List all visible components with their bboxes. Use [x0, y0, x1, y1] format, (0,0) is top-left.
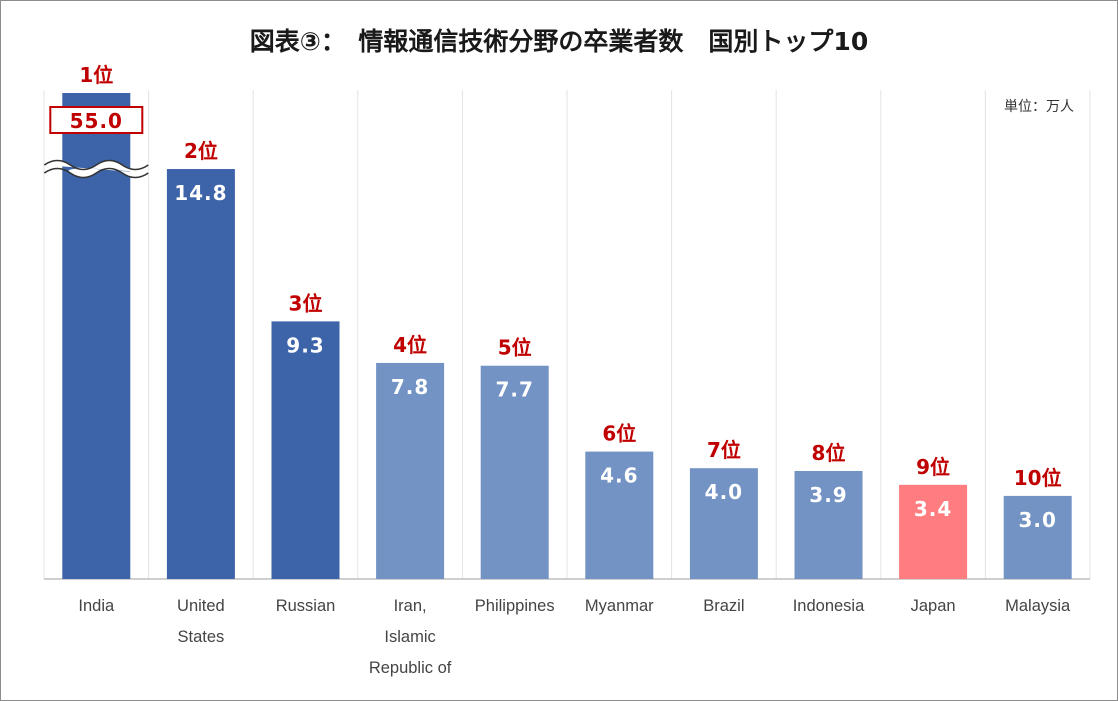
category-label: Japan [881, 591, 985, 622]
category-label: Myanmar [567, 591, 671, 622]
category-label-line: Japan [910, 597, 956, 615]
rank-label: 7位 [707, 438, 741, 462]
value-label: 14.8 [174, 181, 227, 205]
rank-label: 9位 [916, 455, 950, 479]
bar-myanmar [585, 451, 654, 579]
category-label-line: Malaysia [1005, 597, 1071, 615]
category-label: Indonesia [777, 591, 881, 622]
value-label: 9.3 [286, 333, 324, 357]
bar-japan [899, 484, 968, 579]
category-label-line: Republic of [368, 659, 452, 677]
axis-break-line [43, 167, 149, 179]
category-label-line: Russian [275, 597, 336, 615]
category-label-line: Iran, [393, 597, 427, 615]
category-label-line: Islamic [384, 628, 436, 646]
category-label-line: Myanmar [584, 597, 654, 615]
value-label: 55.0 [70, 109, 123, 133]
bar-united-states [166, 169, 235, 580]
bar-brazil [689, 468, 758, 579]
category-label-line: United [177, 597, 225, 615]
bar-russian [271, 321, 340, 579]
rank-label: 6位 [602, 422, 636, 446]
value-label-box [49, 106, 144, 134]
category-label: United States [149, 591, 253, 653]
rank-label: 2位 [184, 139, 218, 163]
value-label: 4.0 [705, 480, 743, 504]
value-label: 7.8 [391, 375, 429, 399]
axis-break-line [43, 159, 149, 171]
axis-break-fill [44, 160, 149, 178]
category-label-line: India [78, 597, 115, 615]
unit-label: 単位：万人 [1004, 99, 1074, 115]
category-label: India [44, 591, 148, 622]
category-label: Russian [254, 591, 358, 622]
value-label: 3.4 [914, 497, 952, 521]
category-label-line: States [177, 628, 225, 646]
rank-label: 3位 [289, 291, 323, 315]
value-label: 3.9 [809, 483, 847, 507]
rank-label: 10位 [1014, 466, 1062, 490]
category-label-line: Indonesia [792, 597, 865, 615]
category-label-line: Brazil [703, 597, 745, 615]
value-label: 3.0 [1018, 508, 1056, 532]
rank-label: 1位 [79, 63, 113, 87]
category-label: Brazil [672, 591, 776, 622]
bar-malaysia [1003, 495, 1072, 579]
category-label: Philippines [463, 591, 567, 622]
bar-indonesia [794, 470, 863, 579]
rank-label: 4位 [393, 333, 427, 357]
bar-iran-islamic-republic-of [376, 362, 445, 579]
category-label: Iran, Islamic Republic of [358, 591, 462, 684]
rank-label: 5位 [498, 336, 532, 360]
rank-label: 8位 [812, 441, 846, 465]
bar-philippines [480, 365, 549, 579]
value-label: 7.7 [495, 378, 533, 402]
category-label: Malaysia [986, 591, 1090, 622]
category-label-line: Philippines [474, 597, 555, 615]
value-label: 4.6 [600, 464, 638, 488]
chart-title: 図表③： 情報通信技術分野の卒業者数 国別トップ10 [249, 27, 869, 56]
